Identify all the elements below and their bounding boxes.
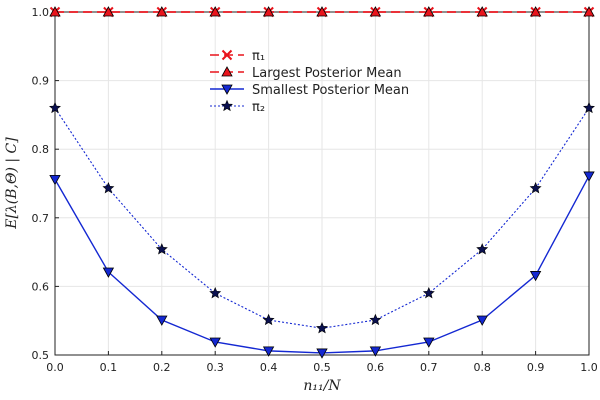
data-point: [209, 286, 222, 299]
y-tick-label: 1.0: [32, 6, 50, 19]
data-point: [316, 6, 328, 17]
data-point: [529, 182, 542, 194]
data-point: [49, 174, 61, 186]
legend-label: Smallest Posterior Mean: [252, 83, 409, 98]
data-point: [369, 6, 382, 17]
data-point: [583, 171, 595, 182]
data-point: [369, 313, 382, 326]
x-tick-label: 0.7: [420, 361, 438, 374]
data-point: [49, 101, 61, 114]
series-1: [49, 6, 595, 17]
data-point: [262, 313, 275, 326]
data-point: [423, 6, 435, 17]
legend-label: π₁: [252, 49, 265, 64]
x-tick-label: 0.8: [473, 361, 491, 374]
data-point: [529, 271, 542, 282]
data-point: [476, 6, 488, 17]
series-3: [49, 101, 595, 334]
data-point: [262, 6, 275, 17]
legend-label: π₂: [252, 100, 265, 115]
legend-marker: [221, 49, 233, 61]
data-point: [209, 6, 221, 17]
data-point: [583, 6, 595, 17]
x-tick-label: 0.3: [206, 361, 224, 374]
data-point: [476, 315, 488, 326]
data-point: [316, 348, 328, 359]
y-axis-title: E[λ(B,Θ) | C]: [4, 137, 20, 230]
data-point: [262, 346, 275, 357]
y-tick-label: 0.6: [32, 280, 50, 293]
x-tick-label: 0.0: [46, 361, 64, 374]
marker-stroke: [221, 49, 233, 61]
y-tick-label: 0.7: [32, 212, 50, 225]
y-tick-label: 0.5: [32, 349, 50, 362]
legend-marker: [221, 66, 233, 77]
y-tick-label: 0.8: [32, 143, 50, 156]
x-tick-label: 0.1: [100, 361, 118, 374]
legend-item: Smallest Posterior Mean: [210, 83, 409, 98]
data-point: [102, 182, 115, 194]
legend-item: Largest Posterior Mean: [210, 66, 402, 81]
series-2: [49, 171, 595, 359]
data-point: [49, 6, 61, 17]
legend-item: π₂: [210, 99, 265, 115]
x-axis-title: n₁₁/N: [303, 378, 341, 394]
series-layer: [49, 6, 595, 359]
data-point: [476, 243, 489, 255]
data-point: [155, 243, 168, 255]
x-tick-label: 0.4: [260, 361, 278, 374]
data-point: [369, 346, 382, 357]
data-point: [422, 286, 435, 299]
data-point: [156, 6, 168, 17]
axis-ticks: 0.0 0.1 0.2 0.3 0.4 0.5 0.6 0.7 0.8 0.9 1.0 0.5 0.6 0…: [32, 6, 598, 374]
legend-marker: [221, 84, 233, 95]
data-point: [156, 315, 168, 326]
data-point: [316, 321, 328, 334]
y-tick-label: 0.9: [32, 75, 50, 88]
data-point: [102, 6, 115, 17]
data-point: [529, 6, 542, 17]
legend-marker: [221, 99, 233, 112]
legend: π₁ Largest Posterior Mean Smallest Posteri…: [210, 49, 409, 115]
x-tick-label: 0.2: [153, 361, 171, 374]
data-point: [209, 337, 221, 348]
data-point: [102, 267, 115, 278]
x-tick-label: 0.5: [313, 361, 331, 374]
data-point: [583, 101, 595, 114]
legend-label: Largest Posterior Mean: [252, 66, 402, 81]
x-tick-label: 0.9: [527, 361, 545, 374]
data-point: [423, 337, 435, 348]
legend-item: π₁: [210, 49, 265, 64]
grid: [54, 11, 590, 356]
x-tick-label: 1.0: [580, 361, 598, 374]
x-tick-label: 0.6: [367, 361, 385, 374]
